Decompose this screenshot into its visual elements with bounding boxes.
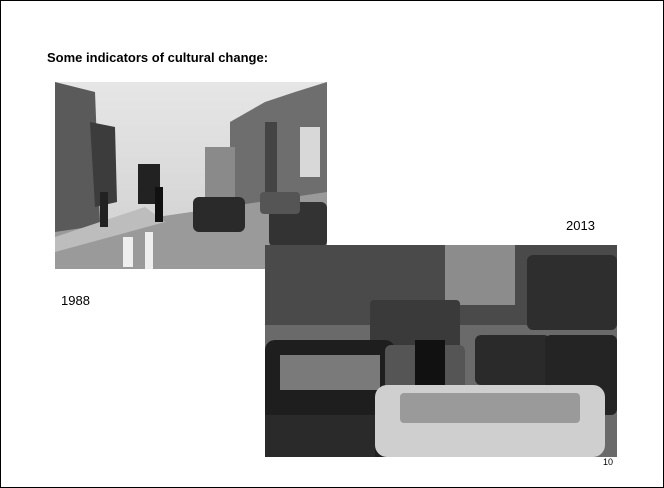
photo-2013 — [265, 245, 617, 457]
caption-2013: 2013 — [566, 218, 595, 233]
photo-1988 — [55, 82, 327, 269]
slide-title: Some indicators of cultural change: — [47, 50, 268, 65]
caption-1988: 1988 — [61, 293, 90, 308]
slide: Some indicators of cultural change: — [0, 0, 664, 488]
page-number: 10 — [603, 457, 613, 467]
